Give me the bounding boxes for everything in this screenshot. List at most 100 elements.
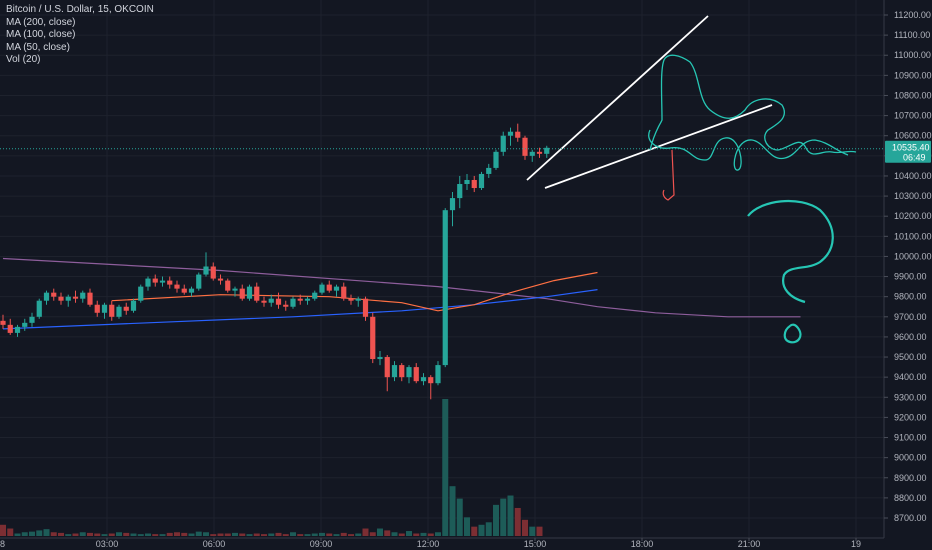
volume-bar: [420, 532, 427, 536]
candle-body: [225, 280, 231, 291]
candle-body: [210, 266, 216, 279]
grid-lines: [0, 0, 884, 538]
candle-body: [319, 284, 325, 293]
candle-body: [529, 151, 535, 156]
candle-body: [449, 198, 456, 211]
candle-body: [196, 274, 202, 289]
volume-bar: [224, 533, 231, 536]
candle-body: [486, 167, 492, 174]
volume-bar: [485, 522, 492, 536]
volume-bar: [326, 533, 333, 536]
volume-bar: [319, 532, 325, 536]
volume-bar: [355, 533, 362, 536]
volume-bar: [116, 532, 122, 536]
volume-bar: [203, 532, 209, 536]
candle-body: [109, 304, 115, 317]
candle-body: [370, 316, 376, 360]
candle-body: [217, 278, 224, 281]
volume-bar: [65, 534, 72, 536]
price-tick-label: 10400.00: [894, 171, 932, 181]
price-tick-label: 9500.00: [894, 352, 927, 362]
volume-bar: [471, 526, 478, 536]
candle-body: [261, 300, 267, 303]
indicator-ma50[interactable]: MA (50, close): [6, 41, 70, 53]
candle-body: [43, 292, 50, 301]
candle-body: [384, 357, 390, 378]
time-axis[interactable]: 8 03:00 06:00 09:00 12:00 15:00 18:00 21:00 19: [0, 537, 884, 549]
volume-bar: [246, 534, 253, 536]
volume-bar: [529, 526, 536, 536]
last-price-label: 10535.40: [892, 143, 930, 153]
candle-body: [333, 286, 340, 291]
volume-bar: [435, 532, 441, 536]
price-tick-label: 10300.00: [894, 191, 932, 201]
candle-body: [7, 324, 13, 333]
time-tick-label: 18:00: [631, 539, 654, 549]
candle-body: [87, 292, 93, 305]
candle-body: [65, 296, 71, 301]
volume-bar: [195, 531, 202, 536]
candle-body: [72, 296, 79, 299]
candle-body: [435, 365, 441, 384]
volume-bar: [14, 533, 21, 536]
price-tick-label: 8700.00: [894, 513, 927, 523]
candle-body: [406, 367, 412, 378]
candle-body: [507, 131, 514, 136]
candle-body: [399, 365, 405, 378]
volume-bar: [166, 532, 173, 536]
volume-bar: [522, 519, 528, 536]
indicator-ma100[interactable]: MA (100, close): [6, 29, 76, 40]
volume-bar: [181, 532, 188, 536]
volume-bar: [174, 532, 180, 536]
candle-body: [457, 184, 463, 199]
ma100-line: [2, 289, 598, 330]
volume-bar: [123, 532, 130, 536]
price-tick-label: 9400.00: [894, 372, 927, 382]
candle-body: [0, 320, 6, 325]
price-tick-label: 11000.00: [894, 50, 931, 60]
volume-bars: [0, 399, 543, 536]
candle-body: [254, 286, 260, 301]
candle-body: [283, 304, 289, 307]
price-tick-label: 8800.00: [894, 493, 927, 503]
volume-bar: [362, 528, 369, 536]
candle-body: [471, 179, 477, 189]
volume-bar: [282, 534, 289, 536]
price-tick-label: 10700.00: [894, 111, 932, 121]
volume-bar: [427, 533, 434, 536]
last-price-badge: [885, 140, 931, 163]
candle-body: [275, 298, 282, 305]
volume-bar: [43, 529, 50, 536]
candle-body: [493, 151, 499, 168]
volume-bar: [333, 534, 340, 536]
volume-bar: [456, 498, 463, 536]
price-tick-label: 10200.00: [894, 211, 932, 221]
volume-bar: [507, 495, 514, 536]
volume-bar: [464, 517, 470, 536]
volume-bar: [188, 533, 195, 536]
candle-body: [377, 357, 383, 360]
indicator-volume[interactable]: Vol (20): [6, 54, 41, 65]
indicator-ma200[interactable]: MA (200, close): [6, 16, 76, 28]
volume-bar: [377, 528, 383, 536]
candle-body: [181, 288, 187, 293]
volume-bar: [493, 504, 499, 536]
price-tick-label: 9900.00: [894, 272, 927, 282]
volume-bar: [232, 532, 238, 536]
volume-bar: [261, 534, 267, 536]
price-tick-label: 9100.00: [894, 433, 927, 443]
price-tick-label: 11100.00: [894, 30, 930, 40]
candle-body: [391, 365, 398, 378]
candle-body: [290, 298, 296, 307]
volume-bar: [391, 532, 398, 536]
price-axis[interactable]: 8700.00 8800.00 8900.00 9000.00 9100.00 9200.…: [883, 0, 932, 538]
candle-body: [522, 137, 528, 156]
volume-bar: [449, 486, 456, 536]
volume-bar: [311, 533, 318, 536]
volume-bar: [369, 532, 376, 536]
symbol-title[interactable]: Bitcoin / U.S. Dollar, 15, OKCOIN: [6, 4, 154, 15]
candle-body: [544, 147, 550, 154]
candle-body: [80, 292, 86, 299]
volume-bar: [159, 534, 166, 536]
